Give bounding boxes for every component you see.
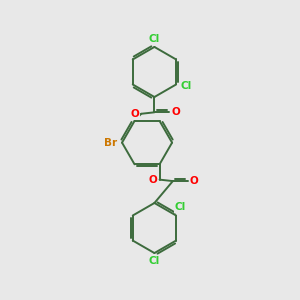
Text: Cl: Cl [175, 202, 186, 212]
Text: Cl: Cl [149, 256, 160, 266]
Text: O: O [149, 175, 158, 184]
Text: O: O [171, 107, 180, 117]
Text: O: O [190, 176, 198, 186]
Text: Br: Br [104, 138, 117, 148]
Text: Cl: Cl [181, 81, 192, 91]
Text: Cl: Cl [149, 34, 160, 44]
Text: O: O [130, 109, 139, 119]
